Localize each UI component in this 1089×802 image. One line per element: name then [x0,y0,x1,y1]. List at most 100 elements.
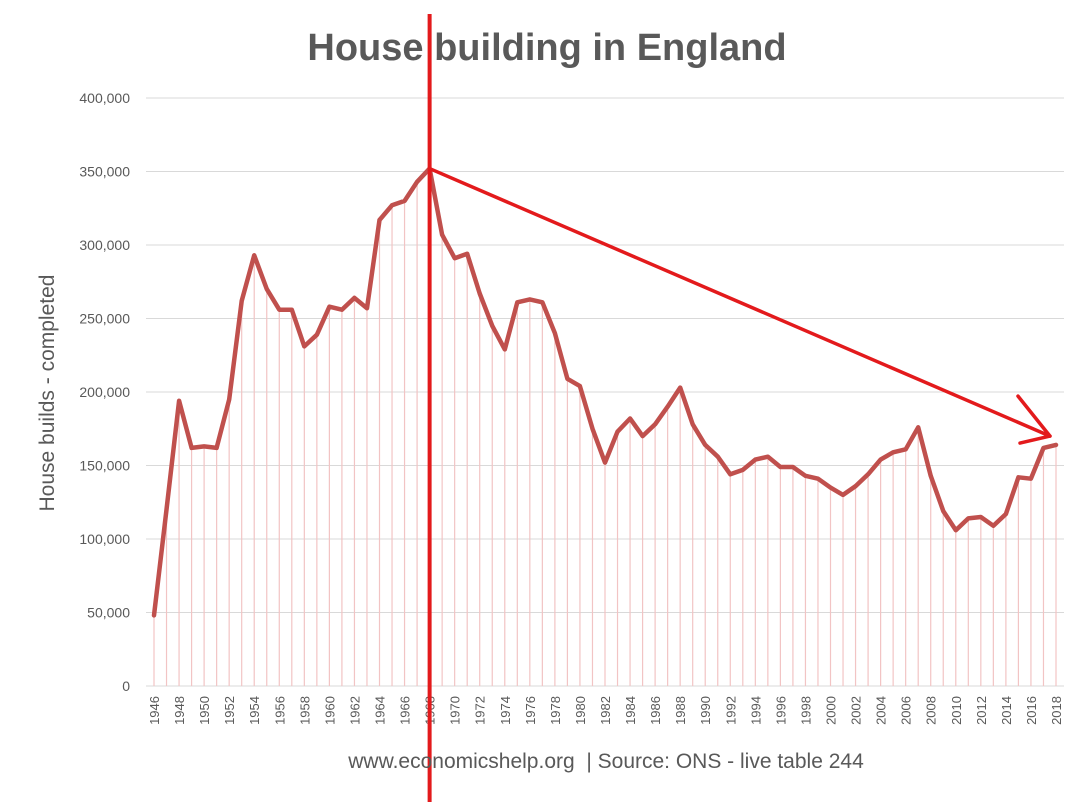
data-point-2006 [904,447,908,451]
y-tick-label-0: 0 [122,678,130,694]
data-point-2016 [1029,477,1033,481]
data-point-1983 [615,430,620,434]
x-tick-label-1954: 1954 [247,696,262,725]
data-point-1955 [265,287,269,291]
x-tick-label-2006: 2006 [899,696,914,725]
x-tick-label-1988: 1988 [673,696,688,725]
x-tick-label-1980: 1980 [573,696,588,725]
x-tick-label-1970: 1970 [448,696,463,725]
chart-title: House building in England [307,27,786,69]
data-point-1997 [791,465,795,469]
gridlines [146,97,1064,687]
data-point-1948 [177,399,181,403]
x-tick-label-1948: 1948 [172,696,187,725]
data-point-1996 [778,465,782,469]
data-point-1960 [327,305,331,309]
y-tick-label-400000: 400,000 [79,90,130,106]
data-point-1969 [440,233,444,237]
data-point-2003 [866,472,870,476]
data-point-1961 [340,308,344,312]
x-tick-label-2000: 2000 [824,696,839,725]
data-point-1972 [478,291,482,296]
data-point-1962 [352,296,357,300]
data-point-1986 [653,422,657,426]
data-point-1970 [453,256,457,260]
x-tick-label-1956: 1956 [272,696,287,725]
x-tick-label-2010: 2010 [949,696,964,725]
data-point-1989 [691,422,695,426]
data-point-1988 [678,385,682,390]
annotations [427,14,1052,802]
y-tick-label-50000: 50,000 [87,605,130,621]
data-point-2015 [1016,475,1021,479]
y-axis-ticks: 0 50,000 100,000 150,000 200,000 250,000 300,0… [79,90,130,694]
x-tick-label-2002: 2002 [849,696,864,725]
y-tick-label-350000: 350,000 [79,164,130,180]
data-point-1953 [240,299,244,303]
data-point-1993 [741,468,745,472]
y-tick-label-300000: 300,000 [79,237,130,253]
data-point-1981 [590,427,595,431]
data-point-1965 [390,203,394,207]
data-point-1971 [465,252,469,256]
data-point-1956 [277,308,281,312]
x-tick-label-1950: 1950 [197,696,212,725]
data-point-2018 [1054,443,1058,447]
y-axis-label: House builds - completed [36,275,59,512]
x-tick-label-2018: 2018 [1049,696,1064,725]
data-point-1979 [565,377,570,381]
x-tick-label-1990: 1990 [698,696,713,725]
data-point-2001 [841,493,845,497]
x-tick-label-1952: 1952 [222,696,237,725]
x-tick-label-1996: 1996 [773,696,788,725]
data-point-1964 [377,218,382,222]
data-point-1966 [402,199,407,203]
data-point-1980 [578,384,582,388]
x-tick-label-2016: 2016 [1024,696,1039,725]
data-point-2008 [929,474,933,478]
data-point-1973 [490,324,494,328]
data-point-1963 [365,306,369,310]
x-tick-label-1966: 1966 [398,696,413,725]
data-point-1992 [728,472,732,476]
data-point-2014 [1004,512,1008,516]
x-tick-label-1946: 1946 [147,696,162,725]
x-tick-label-2012: 2012 [974,696,989,725]
x-tick-label-1964: 1964 [373,696,388,725]
series-group [151,166,1059,618]
y-tick-label-200000: 200,000 [79,384,130,400]
data-point-1995 [766,455,770,459]
annotation-arrow-shaft [427,166,1052,438]
x-tick-label-1998: 1998 [798,696,813,725]
x-tick-label-2004: 2004 [874,696,889,725]
data-point-2007 [916,425,920,429]
data-point-1974 [503,347,507,351]
annotation-arrow-head [1016,394,1052,445]
data-point-2017 [1041,446,1046,450]
data-point-2013 [991,524,995,528]
data-point-1950 [202,444,206,448]
y-tick-label-150000: 150,000 [79,458,130,474]
x-tick-label-1978: 1978 [548,696,563,725]
data-point-1949 [189,446,194,450]
data-point-1947 [164,508,169,512]
data-point-1990 [703,443,707,447]
data-point-1985 [640,434,645,438]
data-point-1987 [666,405,670,409]
x-tick-label-1960: 1960 [322,696,337,725]
y-tick-label-250000: 250,000 [79,311,130,327]
data-point-1951 [215,446,219,450]
data-point-1957 [290,308,294,312]
drop-lines [153,168,1057,686]
data-point-1982 [603,460,607,465]
data-point-1967 [415,180,419,184]
data-point-2012 [979,515,983,519]
x-tick-label-2008: 2008 [924,696,939,725]
x-tick-label-1994: 1994 [748,696,763,725]
data-point-1959 [315,333,319,337]
data-point-1975 [515,300,519,304]
x-axis-ticks: 1946 1948 1950 1952 1954 1956 1958 1960 1962 1964… [147,696,1064,725]
x-tick-label-1992: 1992 [723,696,738,725]
data-point-1978 [553,331,557,335]
